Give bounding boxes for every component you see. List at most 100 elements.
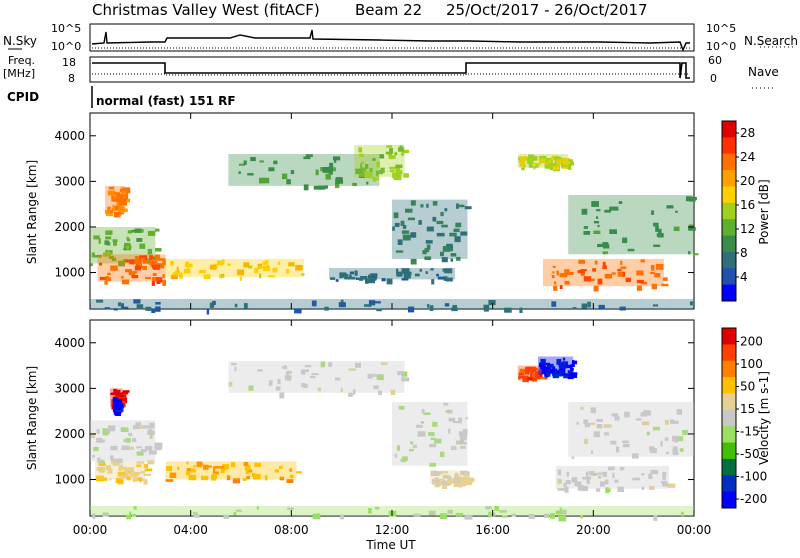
power-cell <box>238 171 241 174</box>
power-cell <box>658 228 662 234</box>
power-cell <box>328 171 333 175</box>
velocity-cell <box>460 445 466 449</box>
velocity-cell <box>541 369 549 375</box>
power-cell <box>125 260 132 263</box>
velocity-cell <box>605 487 609 494</box>
velocity-colorbar-label: Velocity [m s-1] <box>757 371 771 465</box>
velocity-cell <box>135 422 141 427</box>
velocity-cell <box>213 466 216 472</box>
freq-unit: [MHz] <box>3 67 35 80</box>
velocity-cell <box>186 461 189 465</box>
velocity-cell <box>584 423 591 428</box>
power-cell <box>311 300 317 307</box>
velocity-cell <box>581 486 588 492</box>
velocity-region <box>228 361 405 393</box>
velocity-cell <box>257 369 263 372</box>
velocity-y-tick-label: 4000 <box>54 336 85 350</box>
velocity-cell <box>648 473 653 479</box>
velocity-cell <box>662 477 667 480</box>
velocity-cell <box>303 383 308 389</box>
power-cell <box>334 159 337 163</box>
power-colorbar-label: Power [dB] <box>757 179 771 244</box>
velocity-cell <box>185 471 190 476</box>
power-cell <box>595 216 599 219</box>
nsearch-tick-high: 10^5 <box>706 22 736 35</box>
power-cell <box>440 251 444 257</box>
power-cell <box>504 307 512 313</box>
power-cell <box>650 265 655 271</box>
velocity-cell <box>586 471 589 478</box>
power-cell <box>187 263 193 268</box>
power-cell <box>349 271 354 275</box>
power-cell <box>113 196 117 199</box>
velocity-colorbar-swatch <box>722 458 736 476</box>
velocity-cell <box>390 389 396 396</box>
velocity-cell <box>231 363 237 366</box>
power-cell <box>250 157 256 162</box>
power-cell <box>368 300 376 306</box>
velocity-cell <box>206 465 212 468</box>
power-cell <box>121 279 130 285</box>
velocity-cell <box>667 483 676 488</box>
velocity-cell <box>428 510 436 516</box>
power-cell <box>588 278 595 281</box>
velocity-cell <box>641 473 645 476</box>
velocity-cell <box>92 513 96 519</box>
power-cell <box>118 198 126 204</box>
velocity-cell <box>92 455 95 458</box>
power-cell <box>572 307 577 310</box>
velocity-cell <box>596 488 601 492</box>
power-cell <box>429 305 434 311</box>
power-cell <box>440 211 444 217</box>
power-cell <box>111 257 117 262</box>
velocity-cell <box>420 421 424 424</box>
power-cell <box>248 265 253 269</box>
velocity-cell <box>537 373 543 378</box>
power-cell <box>156 263 164 269</box>
velocity-cell <box>222 464 229 470</box>
freq-tick-high: 18 <box>62 56 76 69</box>
power-cell <box>406 270 409 274</box>
velocity-cell <box>549 513 555 519</box>
velocity-cell <box>243 462 249 466</box>
power-cell <box>528 162 534 168</box>
power-cell <box>414 273 420 277</box>
power-cell <box>389 148 393 154</box>
power-region <box>97 254 166 282</box>
power-cell <box>460 231 468 236</box>
power-cell <box>243 160 247 165</box>
power-cell <box>135 256 139 261</box>
power-cell <box>113 212 121 218</box>
power-cell <box>675 210 678 213</box>
power-cell <box>442 246 450 252</box>
power-cell <box>259 160 264 163</box>
velocity-cell <box>126 514 132 520</box>
velocity-cell <box>611 413 619 417</box>
velocity-cell <box>542 377 548 380</box>
power-cell <box>564 269 570 274</box>
velocity-cell <box>649 486 655 490</box>
power-cell <box>105 276 109 281</box>
velocity-region <box>429 470 468 485</box>
power-cell <box>520 159 526 164</box>
power-cell <box>131 275 139 279</box>
velocity-cell <box>567 370 574 374</box>
power-cell <box>554 165 560 170</box>
velocity-cell <box>95 475 104 482</box>
power-cell <box>450 253 457 257</box>
velocity-cell <box>432 421 438 427</box>
power-cell <box>418 220 422 225</box>
velocity-cell <box>518 375 521 380</box>
power-region <box>543 258 664 287</box>
power-cell <box>401 153 404 156</box>
velocity-cell <box>596 419 603 422</box>
x-tick-label: 00:00 <box>677 523 712 537</box>
power-cell <box>368 274 375 279</box>
velocity-cell <box>118 464 123 471</box>
velocity-cell <box>672 420 679 424</box>
power-cell <box>140 257 145 262</box>
power-cell <box>262 266 271 272</box>
velocity-cell <box>580 406 584 410</box>
velocity-cell <box>589 422 596 425</box>
power-cell <box>545 160 552 165</box>
